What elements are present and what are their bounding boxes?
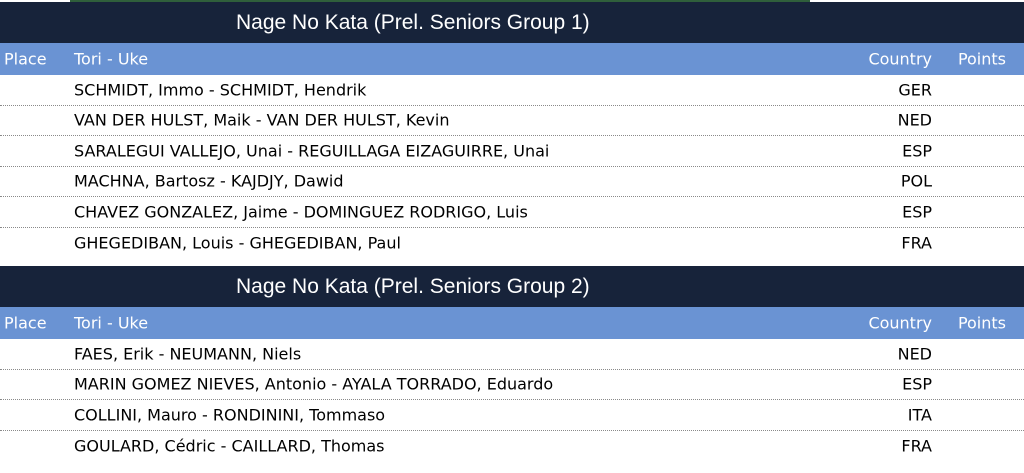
country-code: NED bbox=[897, 344, 932, 364]
header-place: Place bbox=[4, 313, 47, 333]
header-points: Points bbox=[957, 49, 1006, 69]
table-row: SCHMIDT, Immo - SCHMIDT, Hendrik GER bbox=[0, 75, 1024, 106]
table-row: MACHNA, Bartosz - KAJDJY, Dawid POL bbox=[0, 167, 1024, 197]
group-title: Nage No Kata (Prel. Seniors Group 1) bbox=[236, 10, 590, 34]
pair-name: FAES, Erik - NEUMANN, Niels bbox=[74, 344, 302, 364]
pair-name: GHEGEDIBAN, Louis - GHEGEDIBAN, Paul bbox=[74, 233, 401, 253]
pair-name: CHAVEZ GONZALEZ, Jaime - DOMINGUEZ RODRI… bbox=[74, 202, 528, 222]
header-points: Points bbox=[957, 313, 1006, 333]
group-title: Nage No Kata (Prel. Seniors Group 2) bbox=[236, 274, 590, 298]
header-place: Place bbox=[4, 49, 47, 69]
table-row: COLLINI, Mauro - RONDININI, Tommaso ITA bbox=[0, 400, 1024, 431]
country-code: FRA bbox=[901, 436, 932, 456]
pair-name: COLLINI, Mauro - RONDININI, Tommaso bbox=[74, 405, 386, 425]
country-code: POL bbox=[900, 171, 932, 191]
group-2-table: Nage No Kata (Prel. Seniors Group 2) Pla… bbox=[0, 266, 1024, 461]
pair-name: MARIN GOMEZ NIEVES, Antonio - AYALA TORR… bbox=[74, 374, 554, 394]
column-header-row: Place Tori - Uke Country Points bbox=[0, 307, 1024, 339]
table-row: VAN DER HULST, Maik - VAN DER HULST, Kev… bbox=[0, 106, 1024, 136]
table-row: CHAVEZ GONZALEZ, Jaime - DOMINGUEZ RODRI… bbox=[0, 197, 1024, 228]
header-country: Country bbox=[868, 49, 932, 69]
country-code: ESP bbox=[902, 141, 932, 161]
pair-name: VAN DER HULST, Maik - VAN DER HULST, Kev… bbox=[74, 110, 450, 130]
country-code: ESP bbox=[902, 202, 932, 222]
pair-name: SARALEGUI VALLEJO, Unai - REGUILLAGA EIZ… bbox=[74, 141, 550, 161]
pair-name: SCHMIDT, Immo - SCHMIDT, Hendrik bbox=[74, 80, 367, 100]
table-row: SARALEGUI VALLEJO, Unai - REGUILLAGA EIZ… bbox=[0, 136, 1024, 167]
group-title-bar: Nage No Kata (Prel. Seniors Group 2) bbox=[0, 266, 1024, 307]
group-title-bar: Nage No Kata (Prel. Seniors Group 1) bbox=[0, 2, 1024, 43]
table-row: MARIN GOMEZ NIEVES, Antonio - AYALA TORR… bbox=[0, 370, 1024, 400]
table-row: FAES, Erik - NEUMANN, Niels NED bbox=[0, 339, 1024, 370]
country-code: ESP bbox=[902, 374, 932, 394]
header-country: Country bbox=[868, 313, 932, 333]
table-row: GHEGEDIBAN, Louis - GHEGEDIBAN, Paul FRA bbox=[0, 228, 1024, 259]
header-tori-uke: Tori - Uke bbox=[74, 313, 149, 333]
group-1-table: Nage No Kata (Prel. Seniors Group 1) Pla… bbox=[0, 2, 1024, 258]
header-tori-uke: Tori - Uke bbox=[74, 49, 149, 69]
country-code: NED bbox=[897, 110, 932, 130]
pair-name: MACHNA, Bartosz - KAJDJY, Dawid bbox=[74, 171, 344, 191]
country-code: ITA bbox=[907, 405, 932, 425]
pair-name: GOULARD, Cédric - CAILLARD, Thomas bbox=[74, 436, 385, 456]
column-header-row: Place Tori - Uke Country Points bbox=[0, 43, 1024, 75]
table-body: SCHMIDT, Immo - SCHMIDT, Hendrik GER VAN… bbox=[0, 75, 1024, 258]
table-body: FAES, Erik - NEUMANN, Niels NED MARIN GO… bbox=[0, 339, 1024, 461]
country-code: FRA bbox=[901, 233, 932, 253]
country-code: GER bbox=[898, 80, 932, 100]
top-accent-line bbox=[70, 0, 810, 2]
table-row: GOULARD, Cédric - CAILLARD, Thomas FRA bbox=[0, 431, 1024, 462]
